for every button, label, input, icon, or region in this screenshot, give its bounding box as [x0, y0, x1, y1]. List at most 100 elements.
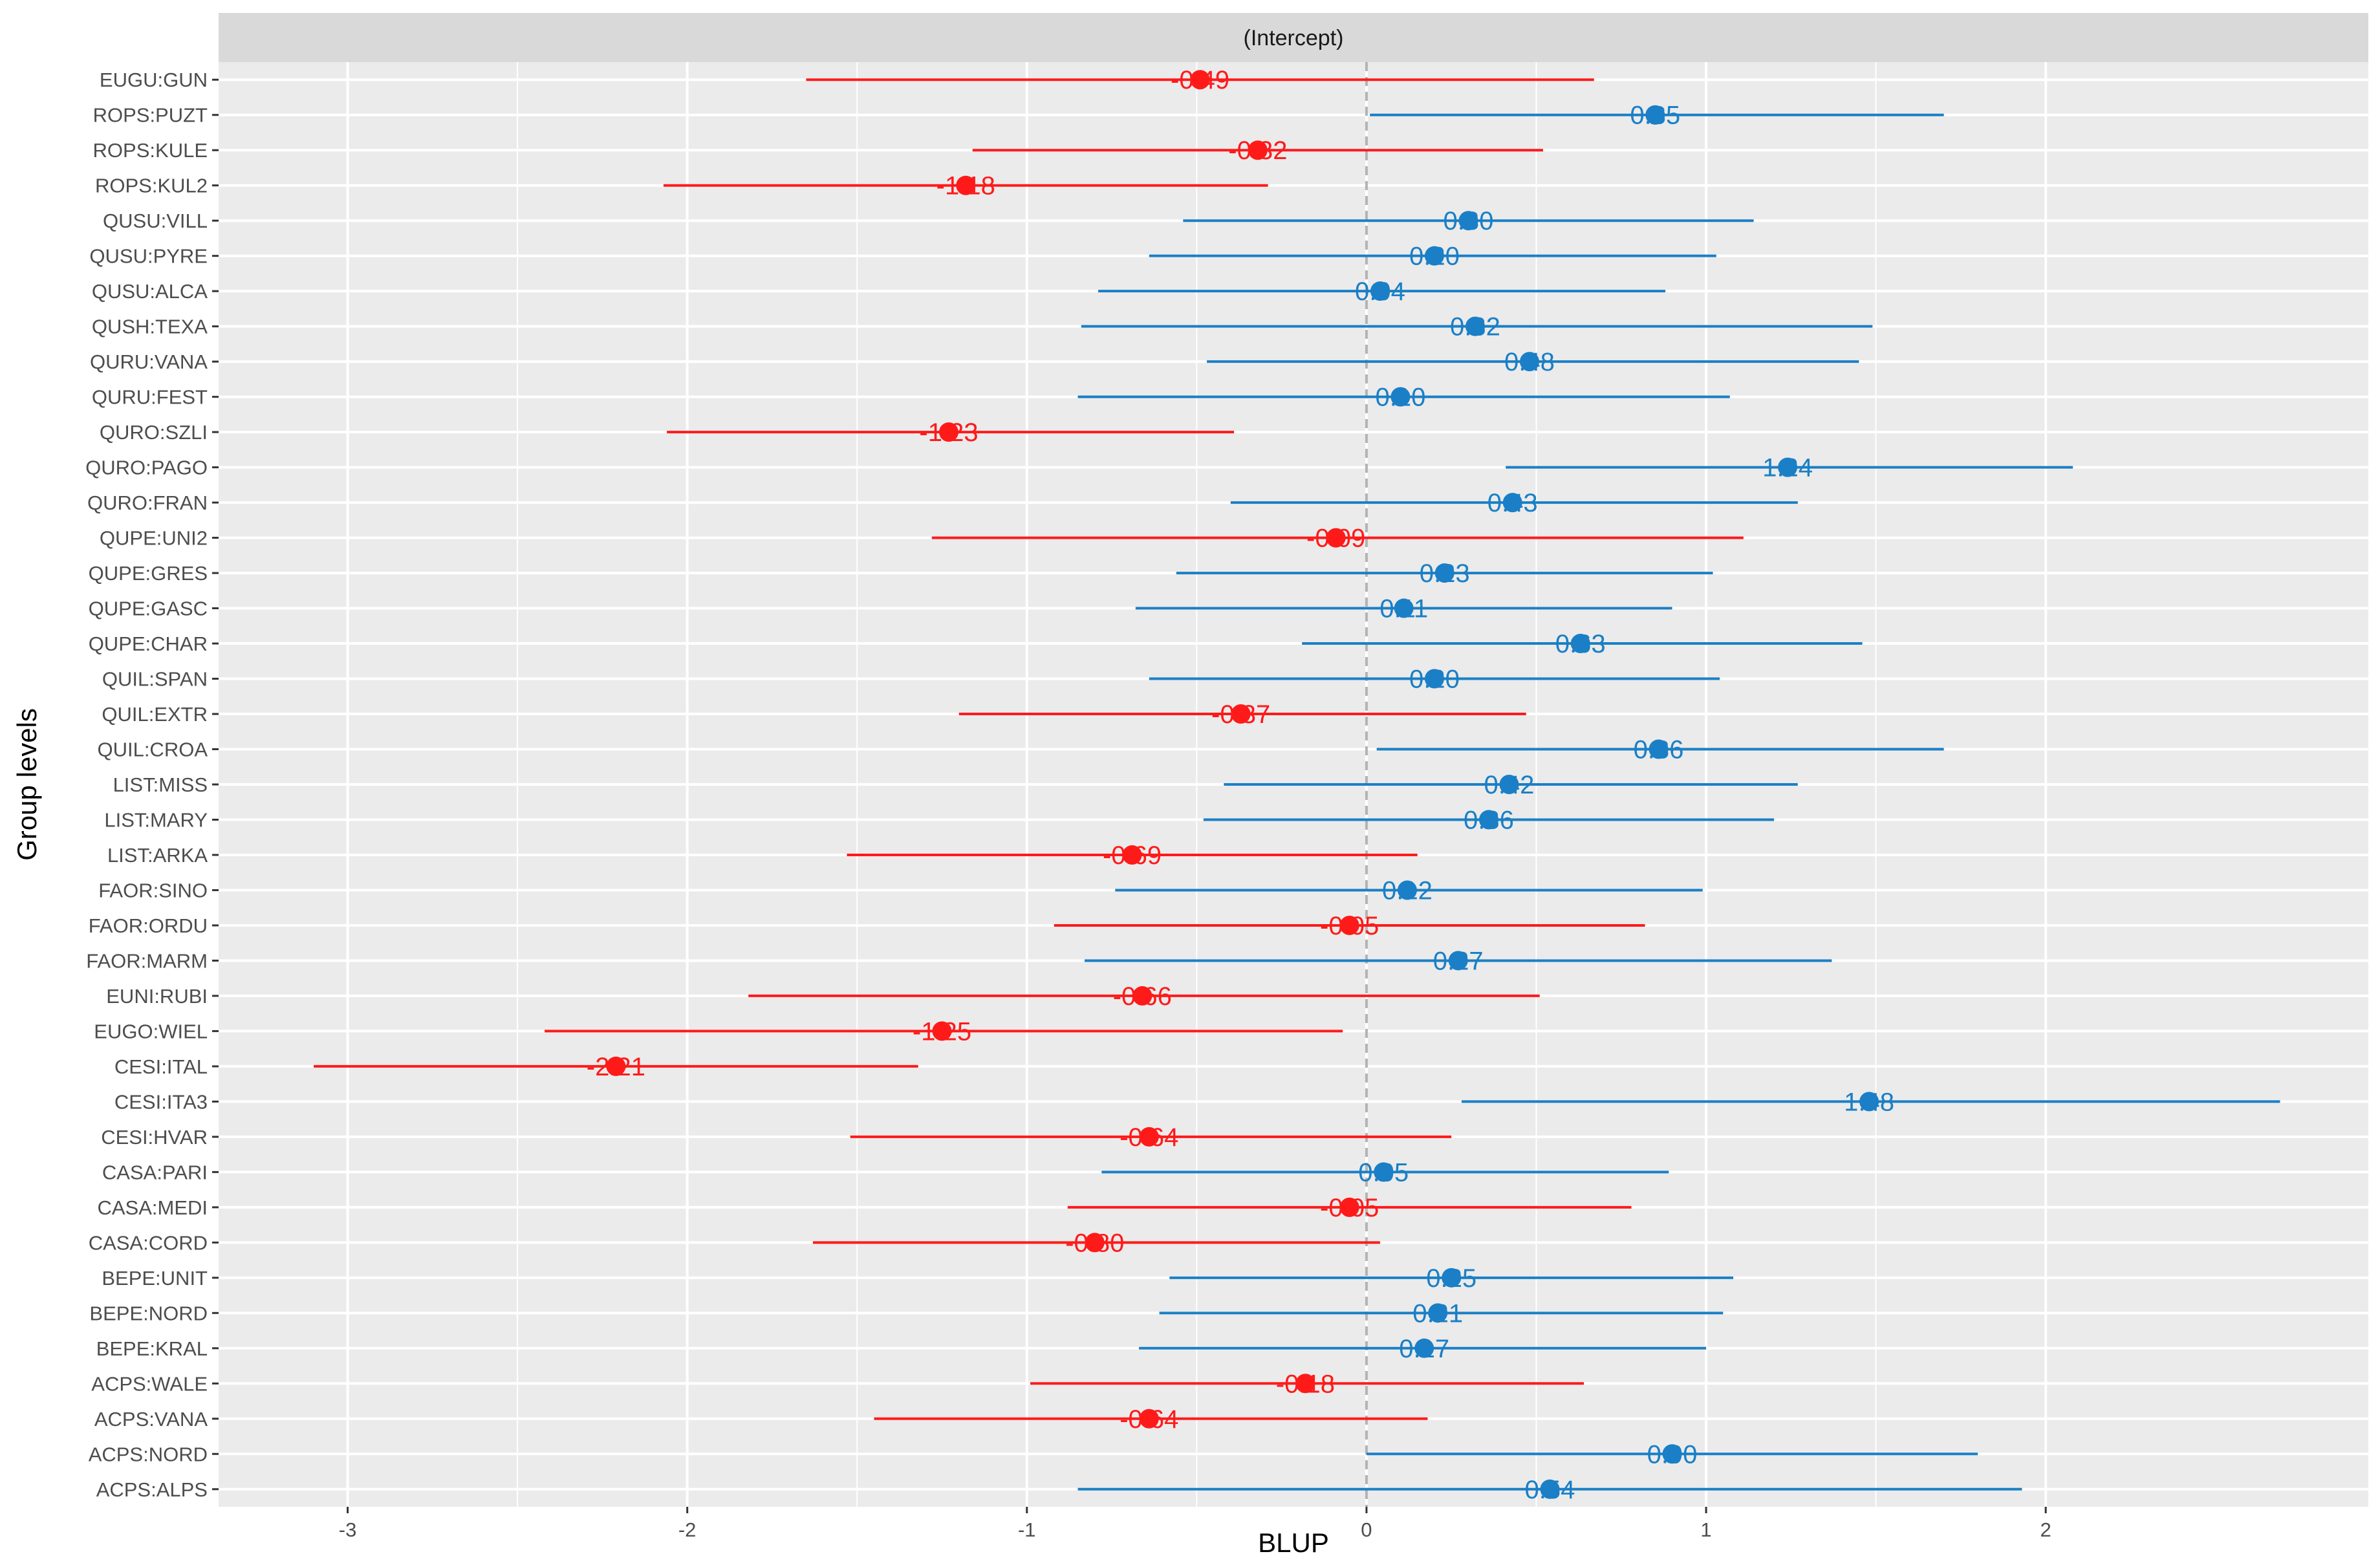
y-tick-label: FAOR:SINO — [98, 879, 208, 901]
blup-point — [1295, 1374, 1315, 1394]
y-tick-label: BEPE:NORD — [89, 1302, 208, 1324]
blup-point — [932, 1021, 952, 1041]
blup-value-label: 0.25 — [1426, 1264, 1477, 1293]
blup-point — [1370, 281, 1390, 301]
blup-point — [1778, 457, 1798, 477]
y-tick-label: QUIL:SPAN — [102, 668, 208, 691]
blup-value-label: 0.42 — [1484, 771, 1535, 799]
x-axis-title: BLUP — [1258, 1527, 1329, 1558]
y-tick-label: FAOR:MARM — [86, 949, 208, 972]
y-tick-label: EUGO:WIEL — [94, 1020, 208, 1042]
y-tick-label: QUSH:TEXA — [92, 316, 208, 338]
y-tick-label: LIST:MISS — [113, 773, 208, 796]
blup-point — [1397, 880, 1417, 900]
blup-point — [1859, 1092, 1879, 1112]
blup-point — [1499, 775, 1519, 794]
blup-point — [1428, 1303, 1448, 1323]
blup-point — [1424, 669, 1444, 689]
blup-value-label: 0.21 — [1412, 1299, 1463, 1328]
blup-point — [1465, 316, 1485, 336]
blup-value-label: 0.17 — [1399, 1335, 1449, 1363]
y-tick-label: ACPS:WALE — [91, 1372, 208, 1395]
blup-value-label: 0.90 — [1647, 1440, 1698, 1469]
y-tick-label: QURO:FRAN — [87, 491, 208, 514]
blup-value-label: 0.11 — [1379, 595, 1428, 623]
blup-value-label: 0.36 — [1464, 806, 1514, 834]
x-tick-label: 2 — [2040, 1518, 2051, 1541]
x-tick-label: 1 — [1700, 1518, 1711, 1541]
blup-point — [1519, 352, 1539, 372]
blup-value-label: 0.04 — [1355, 277, 1405, 306]
blup-value-label: -0.05 — [1320, 912, 1379, 940]
blup-point — [1458, 211, 1478, 231]
blup-point — [1662, 1444, 1682, 1464]
blup-point — [1374, 1162, 1394, 1182]
facet-strip-background — [219, 13, 2368, 62]
blup-value-label: -1.18 — [936, 172, 995, 200]
blup-value-label: 0.20 — [1409, 243, 1460, 271]
blup-point — [1478, 810, 1498, 830]
blup-point — [1414, 1338, 1434, 1358]
y-axis-title: Group levels — [12, 708, 42, 861]
y-tick-label: CASA:PARI — [102, 1161, 208, 1183]
blup-point — [1442, 1268, 1462, 1288]
y-tick-label: ROPS:KUL2 — [95, 175, 208, 197]
data-labels: -0.490.85-0.32-1.180.300.200.040.320.480… — [587, 66, 1894, 1504]
blup-point — [1390, 387, 1411, 407]
blup-value-label: 1.48 — [1844, 1088, 1894, 1116]
y-tick-label: ACPS:ALPS — [96, 1478, 208, 1501]
blup-point — [1190, 70, 1210, 90]
x-tick-label: -3 — [339, 1518, 357, 1541]
blup-point — [1448, 951, 1468, 971]
y-tick-label: LIST:MARY — [104, 808, 208, 831]
blup-value-label: 0.10 — [1375, 383, 1425, 412]
y-tick-label: QUPE:GASC — [89, 598, 208, 620]
x-axis: -3 -2 -1 0 1 2 — [339, 1507, 2051, 1541]
blup-value-label: -0.05 — [1320, 1194, 1379, 1222]
blup-point — [1085, 1233, 1105, 1253]
x-tick-label: -2 — [678, 1518, 697, 1541]
blup-value-label: 0.43 — [1488, 489, 1538, 517]
blup-value-label: 0.23 — [1420, 559, 1470, 588]
facet-strip-label: (Intercept) — [1244, 26, 1344, 50]
y-tick-label: QUSU:ALCA — [92, 280, 208, 303]
y-tick-label: BEPE:KRAL — [96, 1337, 208, 1360]
blup-value-label: 0.27 — [1433, 947, 1484, 975]
y-tick-label: CESI:ITAL — [114, 1055, 208, 1078]
blup-value-label: -2.21 — [587, 1053, 645, 1081]
blup-point — [1132, 986, 1152, 1006]
blup-value-label: -0.80 — [1065, 1229, 1124, 1257]
facet-strip: (Intercept) — [219, 13, 2368, 62]
blup-value-label: -0.64 — [1120, 1405, 1178, 1434]
blup-point — [1424, 246, 1444, 266]
blup-value-label: 0.30 — [1444, 207, 1494, 235]
blup-value-label: 0.54 — [1525, 1476, 1575, 1504]
blup-point — [1139, 1127, 1159, 1147]
y-tick-label: ROPS:PUZT — [93, 104, 208, 127]
blup-value-label: 0.48 — [1504, 348, 1555, 376]
y-tick-label: QURU:VANA — [90, 351, 208, 373]
x-tick-label: 0 — [1361, 1518, 1372, 1541]
y-tick-label: QUSU:PYRE — [89, 245, 208, 268]
blup-value-label: 0.32 — [1450, 313, 1500, 341]
blup-point — [1339, 1197, 1359, 1217]
y-tick-label: QURO:SZLI — [100, 421, 208, 444]
y-tick-label: QUPE:CHAR — [89, 632, 208, 655]
blup-point — [939, 422, 959, 442]
blup-point — [1502, 493, 1522, 513]
y-tick-label: QURO:PAGO — [85, 457, 208, 479]
blup-point — [1122, 845, 1142, 865]
blup-value-label: -0.09 — [1306, 524, 1365, 553]
x-tick-label: -1 — [1018, 1518, 1036, 1541]
y-tick-label: CESI:ITA3 — [114, 1090, 208, 1113]
blup-value-label: 0.05 — [1358, 1158, 1409, 1187]
blup-value-label: 0.12 — [1382, 876, 1433, 905]
blup-value-label: 1.24 — [1762, 454, 1813, 482]
blup-value-label: -0.49 — [1171, 66, 1229, 94]
blup-value-label: -1.23 — [919, 418, 978, 447]
blup-value-label: 0.86 — [1634, 736, 1684, 764]
blup-point — [1394, 598, 1414, 618]
y-tick-label: CASA:CORD — [89, 1231, 208, 1254]
y-tick-label: EUNI:RUBI — [106, 985, 208, 1008]
